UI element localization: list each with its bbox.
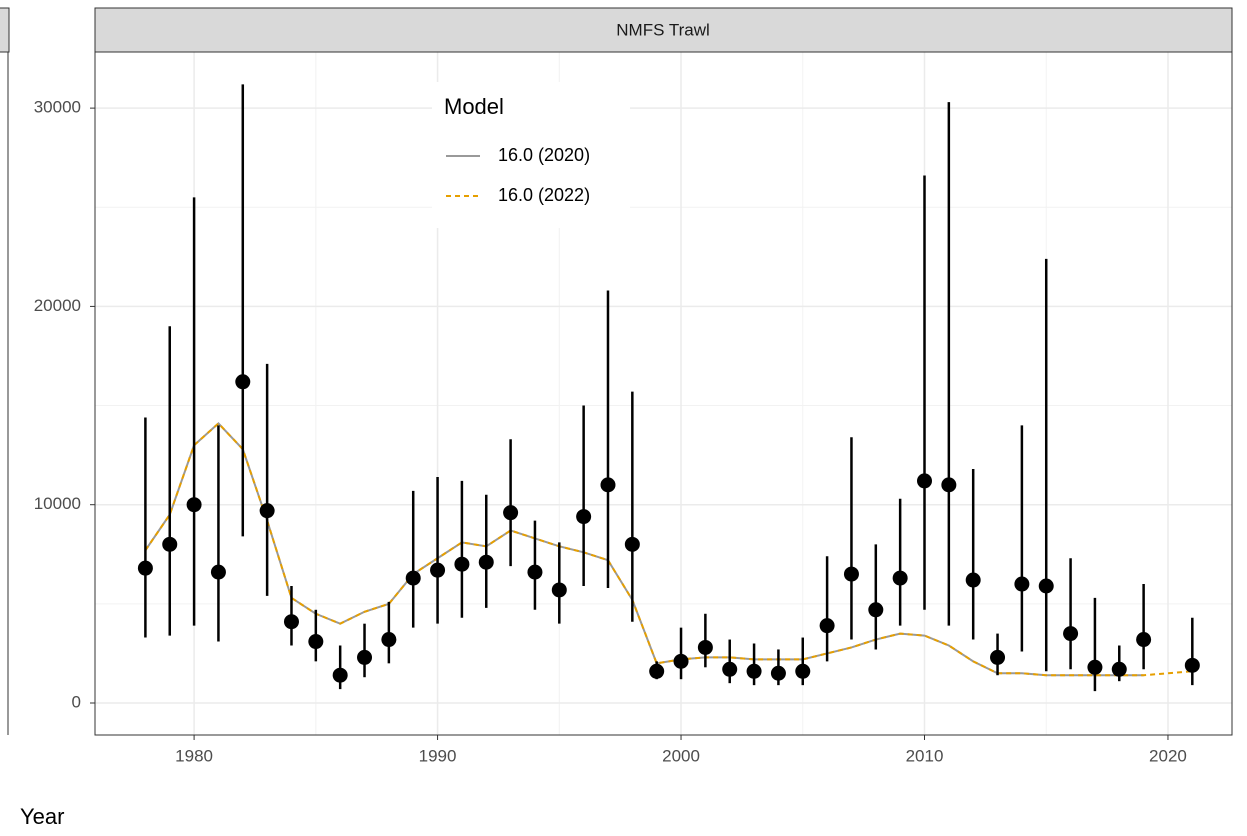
grid (95, 52, 1232, 735)
observation-point (1014, 576, 1030, 592)
observation-point (673, 653, 689, 669)
plot (137, 84, 1200, 692)
observation-point (600, 477, 616, 493)
left-panel-strip (0, 7, 10, 53)
observation-point (1038, 578, 1054, 594)
observation-point (235, 374, 251, 390)
legend-label: 16.0 (2022) (498, 185, 590, 205)
observation-point (1136, 632, 1152, 648)
y-tick-label: 30000 (34, 98, 81, 117)
legend-title: Model (444, 94, 504, 119)
observation-point (697, 639, 713, 655)
observation-point (990, 649, 1006, 665)
observation-point (770, 665, 786, 681)
observation-point (478, 554, 494, 570)
observation-point (941, 477, 957, 493)
observation-point (649, 663, 665, 679)
observation-point (1111, 661, 1127, 677)
observation-point (210, 564, 226, 580)
observation-point (1063, 626, 1079, 642)
observation-point (357, 649, 373, 665)
observation-point (868, 602, 884, 618)
observation-point (746, 663, 762, 679)
observation-point (892, 570, 908, 586)
observation-point (381, 632, 397, 648)
legend-label: 16.0 (2020) (498, 145, 590, 165)
observation-point (186, 497, 202, 513)
y-tick-label: 10000 (34, 494, 81, 513)
y-tick-label: 20000 (34, 296, 81, 315)
observation-point (722, 661, 738, 677)
observation-point (624, 536, 640, 552)
x-tick-label: 2010 (906, 746, 944, 765)
model-line (144, 422, 1193, 677)
observation-point (162, 536, 178, 552)
observation-point (965, 572, 981, 588)
observation-point (916, 473, 932, 489)
x-axis-title: Year (20, 804, 64, 829)
legend: Model 16.0 (2020) 16.0 (2022) (432, 82, 630, 228)
x-tick-label: 2020 (1149, 746, 1187, 765)
observation-point (551, 582, 567, 598)
observation-point (259, 503, 275, 519)
observation-point (1087, 659, 1103, 675)
panel-border (94, 51, 1233, 736)
observation-point (308, 634, 324, 650)
y-tick-label: 0 (72, 692, 81, 711)
strip-label: NMFS Trawl (616, 20, 710, 39)
observation-point (430, 562, 446, 578)
observation-point (137, 560, 153, 576)
observation-point (503, 505, 519, 521)
observation-point (283, 614, 299, 630)
x-tick-label: 2000 (662, 746, 700, 765)
model-line (144, 422, 1144, 677)
x-tick-label: 1990 (419, 746, 457, 765)
observation-point (332, 667, 348, 683)
observation-point (819, 618, 835, 634)
observation-point (1184, 657, 1200, 673)
observation-point (454, 556, 470, 572)
x-tick-label: 1980 (175, 746, 213, 765)
observation-point (795, 663, 811, 679)
observation-point (527, 564, 543, 580)
observation-point (405, 570, 421, 586)
observation-point (576, 509, 592, 525)
observation-point (843, 566, 859, 582)
